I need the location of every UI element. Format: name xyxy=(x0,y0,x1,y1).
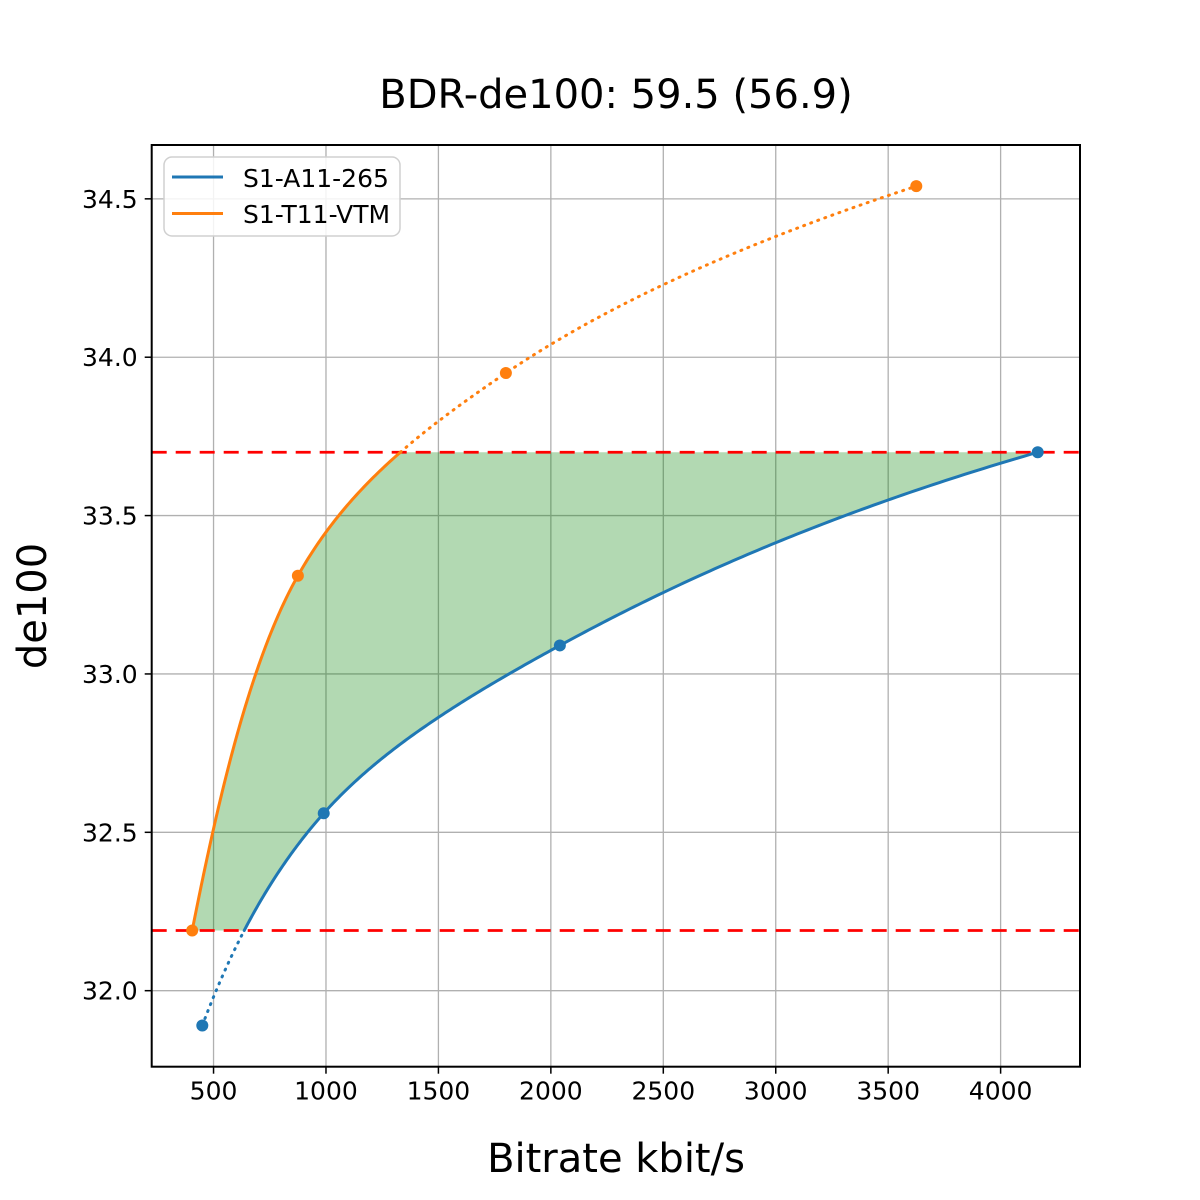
x-tick-label: 1500 xyxy=(407,1077,471,1106)
data-point-marker xyxy=(499,367,512,380)
x-tick-label: 500 xyxy=(190,1077,238,1106)
data-point-marker xyxy=(910,180,923,193)
y-axis-label: de100 xyxy=(10,543,56,669)
data-point-marker xyxy=(196,1019,209,1032)
series-curve-dotted xyxy=(200,929,246,1028)
data-point-marker xyxy=(291,569,304,582)
y-tick-label: 33.5 xyxy=(82,502,138,531)
x-tick-label: 2500 xyxy=(631,1077,695,1106)
axes-spines xyxy=(150,144,1081,1068)
plot-area: 500 1000 1500 2000 2500 3000 3500 4000 32.0 32.5 3… xyxy=(82,144,1081,1106)
series-curve-solid xyxy=(242,450,1040,932)
y-tick-label: 32.0 xyxy=(82,977,138,1006)
x-tick-label: 3000 xyxy=(744,1077,808,1106)
x-tick-label: 1000 xyxy=(294,1077,358,1106)
y-tick-label: 34.5 xyxy=(82,185,138,214)
data-point-marker xyxy=(553,639,566,652)
legend-label: S1-T11-VTM xyxy=(243,200,390,229)
chart-title: BDR-de100: 59.5 (56.9) xyxy=(379,72,852,118)
y-tick-label: 33.0 xyxy=(82,660,138,689)
data-point-marker xyxy=(317,807,330,820)
x-tick-label: 2000 xyxy=(519,1077,583,1106)
legend-label: S1-A11-265 xyxy=(243,164,389,193)
x-tick-label: 4000 xyxy=(969,1077,1033,1106)
x-axis-label: Bitrate kbit/s xyxy=(487,1136,745,1182)
series-curve-solid xyxy=(190,450,402,932)
bd-fill-region xyxy=(192,452,1038,931)
x-tick-label: 3500 xyxy=(856,1077,920,1106)
series-curve-dotted xyxy=(398,184,918,454)
y-tick-label: 32.5 xyxy=(82,818,138,847)
data-point-marker xyxy=(186,924,199,937)
data-point-marker xyxy=(1031,446,1044,459)
legend: S1-A11-265 S1-T11-VTM xyxy=(163,156,401,237)
y-tick-label: 34.0 xyxy=(82,343,138,372)
